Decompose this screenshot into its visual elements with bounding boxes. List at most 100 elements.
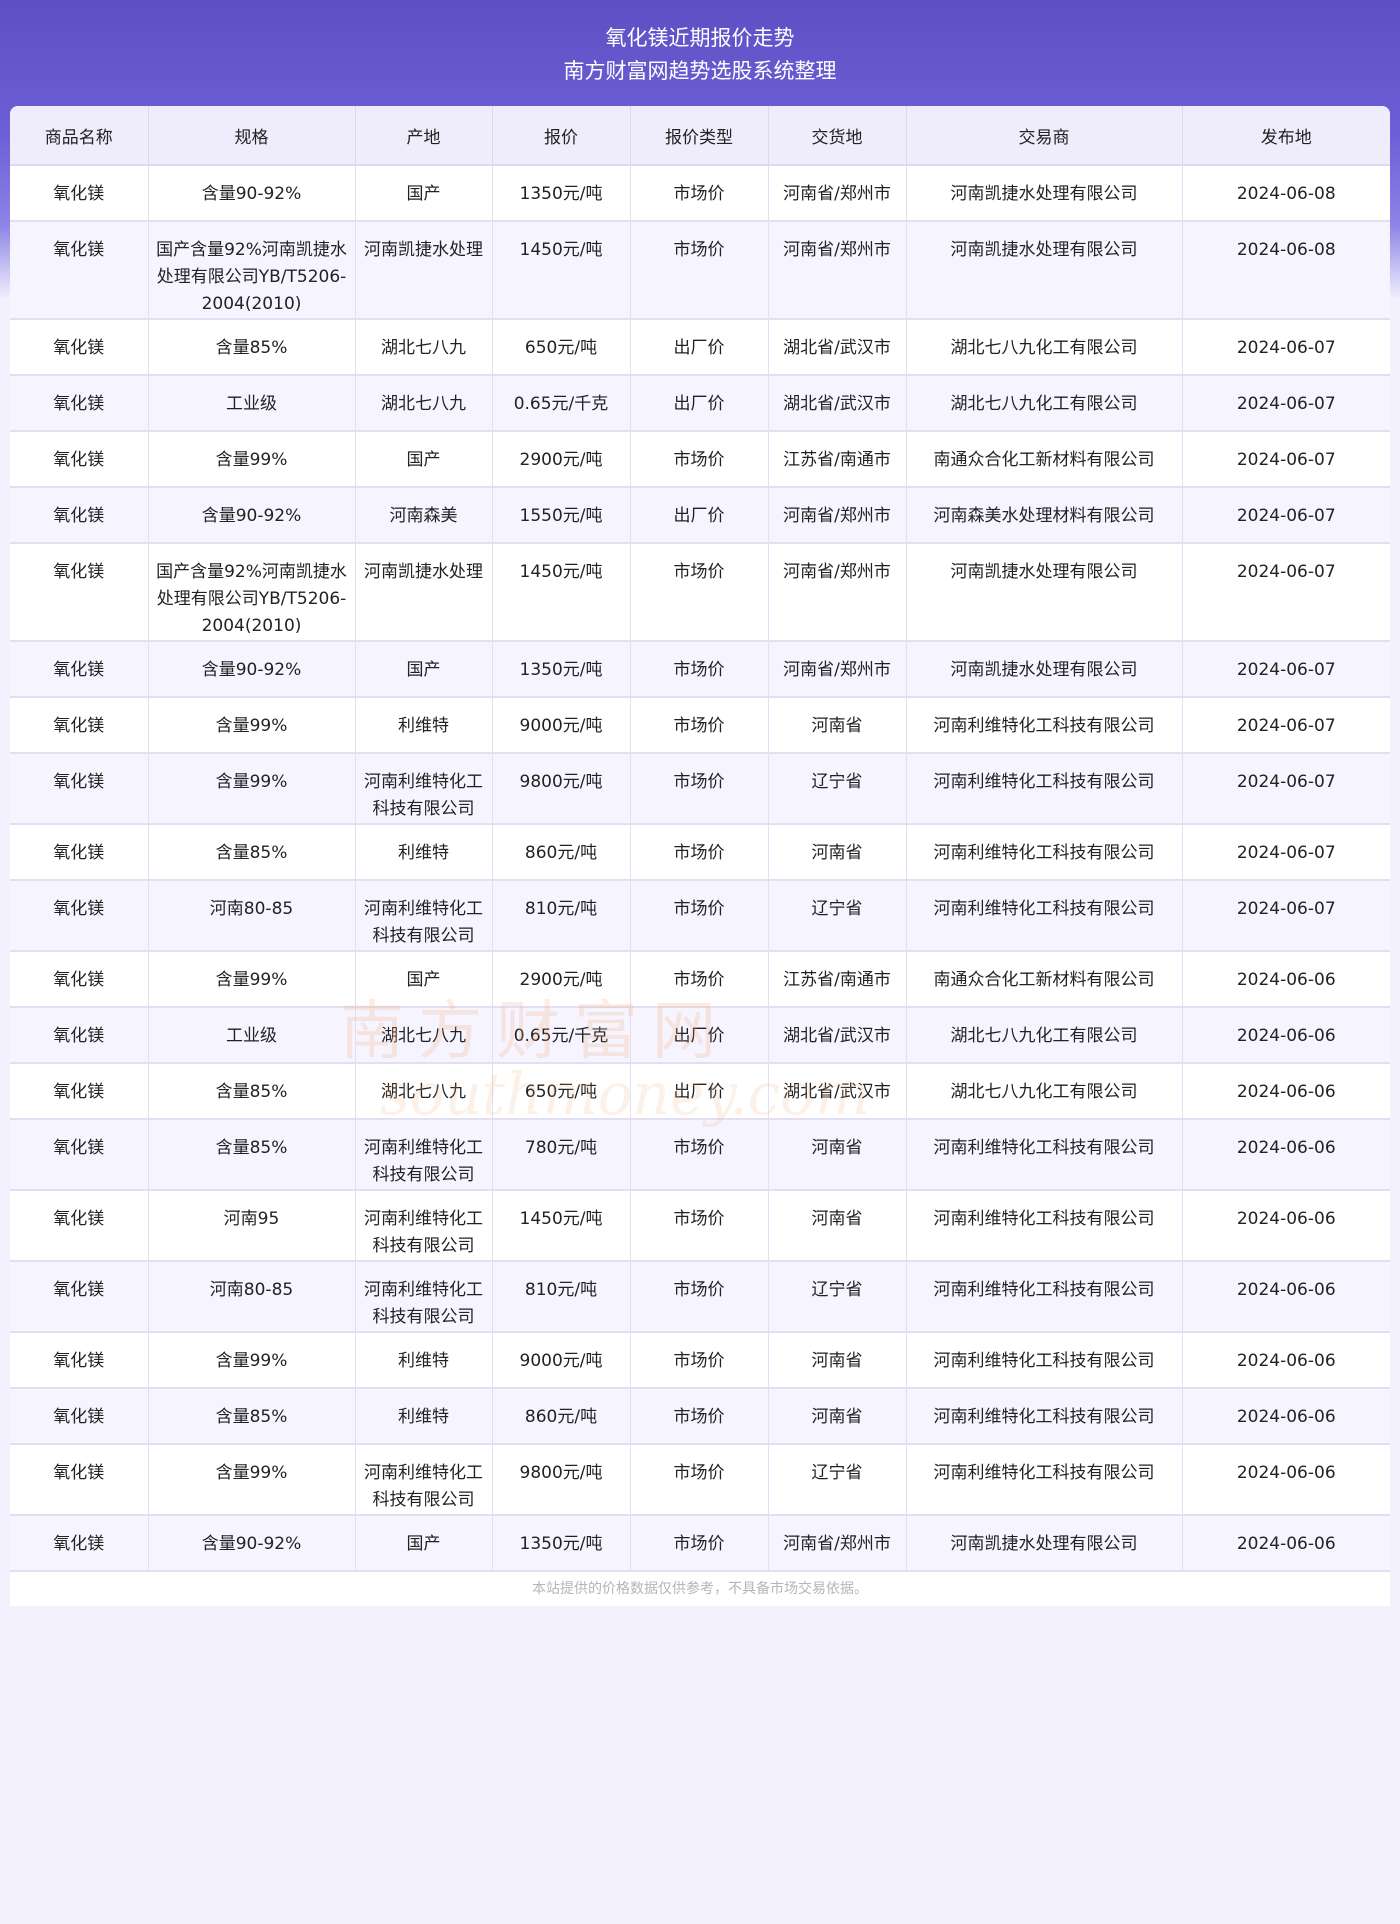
cell-publish-date: 2024-06-07 <box>1182 824 1390 881</box>
cell-spec: 含量90-92% <box>148 165 356 222</box>
cell-price-type: 市场价 <box>630 824 769 881</box>
cell-price: 780元/吨 <box>492 1119 631 1191</box>
cell-product-name: 氧化镁 <box>10 824 149 881</box>
table-row: 氧化镁 含量90-92% 国产 1350元/吨 市场价 河南省/郑州市 河南凯捷水处理有限公… <box>10 165 1390 222</box>
cell-spec: 工业级 <box>148 375 356 432</box>
cell-publish-date: 2024-06-06 <box>1182 1332 1390 1389</box>
cell-spec: 含量90-92% <box>148 1515 356 1572</box>
cell-trader: 河南利维特化工科技有限公司 <box>906 697 1183 754</box>
column-header-spec: 规格 <box>148 106 356 166</box>
cell-price-type: 市场价 <box>630 697 769 754</box>
column-header-trader: 交易商 <box>906 106 1183 166</box>
cell-spec: 含量99% <box>148 1332 356 1389</box>
cell-price-type: 出厂价 <box>630 319 769 376</box>
cell-product-name: 氧化镁 <box>10 1444 149 1516</box>
cell-origin: 河南森美 <box>355 487 493 544</box>
cell-delivery-place: 河南省/郑州市 <box>768 221 907 320</box>
cell-delivery-place: 河南省 <box>768 1190 907 1262</box>
cell-trader: 湖北七八九化工有限公司 <box>906 1063 1183 1120</box>
cell-product-name: 氧化镁 <box>10 1063 149 1120</box>
cell-trader: 河南利维特化工科技有限公司 <box>906 1444 1183 1516</box>
cell-publish-date: 2024-06-08 <box>1182 221 1390 320</box>
table-row: 氧化镁 含量90-92% 国产 1350元/吨 市场价 河南省/郑州市 河南凯捷水处理有限公… <box>10 1515 1390 1572</box>
cell-price: 0.65元/千克 <box>492 375 631 432</box>
cell-spec: 工业级 <box>148 1007 356 1064</box>
column-header-delivery-place: 交货地 <box>768 106 907 166</box>
column-header-price: 报价 <box>492 106 631 166</box>
cell-delivery-place: 湖北省/武汉市 <box>768 1063 907 1120</box>
cell-price-type: 市场价 <box>630 951 769 1008</box>
cell-origin: 湖北七八九 <box>355 1063 493 1120</box>
cell-publish-date: 2024-06-07 <box>1182 697 1390 754</box>
column-header-origin: 产地 <box>355 106 493 166</box>
cell-trader: 湖北七八九化工有限公司 <box>906 375 1183 432</box>
cell-spec: 含量85% <box>148 824 356 881</box>
cell-product-name: 氧化镁 <box>10 1190 149 1262</box>
cell-price-type: 市场价 <box>630 1332 769 1389</box>
cell-publish-date: 2024-06-06 <box>1182 1388 1390 1445</box>
cell-trader: 河南凯捷水处理有限公司 <box>906 641 1183 698</box>
cell-trader: 河南凯捷水处理有限公司 <box>906 543 1183 642</box>
cell-price-type: 出厂价 <box>630 487 769 544</box>
cell-publish-date: 2024-06-06 <box>1182 1119 1390 1191</box>
cell-price: 9800元/吨 <box>492 753 631 825</box>
cell-publish-date: 2024-06-06 <box>1182 1190 1390 1262</box>
cell-spec: 河南80-85 <box>148 1261 356 1333</box>
cell-publish-date: 2024-06-07 <box>1182 319 1390 376</box>
cell-price-type: 市场价 <box>630 543 769 642</box>
price-table: 商品名称 规格 产地 报价 报价类型 交货地 交易商 发布地 氧化镁 含量90-92% 国产 135… <box>10 106 1390 1572</box>
cell-trader: 河南利维特化工科技有限公司 <box>906 753 1183 825</box>
cell-price: 1450元/吨 <box>492 543 631 642</box>
cell-product-name: 氧化镁 <box>10 1515 149 1572</box>
table-row: 氧化镁 含量85% 河南利维特化工科技有限公司 780元/吨 市场价 河南省 河南利维特化工… <box>10 1119 1390 1191</box>
cell-spec: 含量99% <box>148 951 356 1008</box>
cell-origin: 河南利维特化工科技有限公司 <box>355 1190 493 1262</box>
cell-trader: 河南利维特化工科技有限公司 <box>906 1190 1183 1262</box>
table-row: 氧化镁 含量99% 利维特 9000元/吨 市场价 河南省 河南利维特化工科技有限公司 202… <box>10 697 1390 754</box>
cell-price: 9800元/吨 <box>492 1444 631 1516</box>
cell-spec: 含量90-92% <box>148 641 356 698</box>
column-header-publish-date: 发布地 <box>1182 106 1390 166</box>
cell-origin: 湖北七八九 <box>355 1007 493 1064</box>
cell-spec: 含量85% <box>148 1388 356 1445</box>
cell-origin: 利维特 <box>355 824 493 881</box>
cell-price-type: 市场价 <box>630 221 769 320</box>
cell-price-type: 市场价 <box>630 880 769 952</box>
cell-origin: 湖北七八九 <box>355 375 493 432</box>
cell-trader: 河南利维特化工科技有限公司 <box>906 880 1183 952</box>
cell-spec: 含量99% <box>148 1444 356 1516</box>
cell-price: 1350元/吨 <box>492 1515 631 1572</box>
cell-trader: 河南利维特化工科技有限公司 <box>906 1261 1183 1333</box>
cell-trader: 河南凯捷水处理有限公司 <box>906 221 1183 320</box>
cell-price-type: 市场价 <box>630 1261 769 1333</box>
cell-origin: 河南凯捷水处理 <box>355 543 493 642</box>
table-row: 氧化镁 工业级 湖北七八九 0.65元/千克 出厂价 湖北省/武汉市 湖北七八九化工有限公司… <box>10 1007 1390 1064</box>
cell-product-name: 氧化镁 <box>10 1119 149 1191</box>
cell-price: 650元/吨 <box>492 1063 631 1120</box>
cell-publish-date: 2024-06-06 <box>1182 951 1390 1008</box>
cell-trader: 河南森美水处理材料有限公司 <box>906 487 1183 544</box>
cell-origin: 河南利维特化工科技有限公司 <box>355 753 493 825</box>
cell-product-name: 氧化镁 <box>10 1332 149 1389</box>
cell-publish-date: 2024-06-06 <box>1182 1261 1390 1333</box>
cell-product-name: 氧化镁 <box>10 221 149 320</box>
cell-product-name: 氧化镁 <box>10 319 149 376</box>
cell-origin: 国产 <box>355 641 493 698</box>
column-header-product-name: 商品名称 <box>10 106 149 166</box>
cell-price: 650元/吨 <box>492 319 631 376</box>
table-row: 氧化镁 含量99% 国产 2900元/吨 市场价 江苏省/南通市 南通众合化工新材料有限公司… <box>10 431 1390 488</box>
cell-origin: 湖北七八九 <box>355 319 493 376</box>
cell-trader: 河南利维特化工科技有限公司 <box>906 1332 1183 1389</box>
cell-price: 1350元/吨 <box>492 641 631 698</box>
cell-delivery-place: 湖北省/武汉市 <box>768 1007 907 1064</box>
cell-price: 9000元/吨 <box>492 1332 631 1389</box>
cell-price: 1450元/吨 <box>492 1190 631 1262</box>
table-row: 氧化镁 河南80-85 河南利维特化工科技有限公司 810元/吨 市场价 辽宁省 河南利维特… <box>10 880 1390 952</box>
cell-price-type: 出厂价 <box>630 1063 769 1120</box>
cell-product-name: 氧化镁 <box>10 641 149 698</box>
cell-publish-date: 2024-06-07 <box>1182 753 1390 825</box>
cell-publish-date: 2024-06-07 <box>1182 375 1390 432</box>
cell-delivery-place: 河南省/郑州市 <box>768 487 907 544</box>
cell-price-type: 市场价 <box>630 753 769 825</box>
disclaimer: 本站提供的价格数据仅供参考，不具备市场交易依据。 <box>10 1572 1390 1606</box>
